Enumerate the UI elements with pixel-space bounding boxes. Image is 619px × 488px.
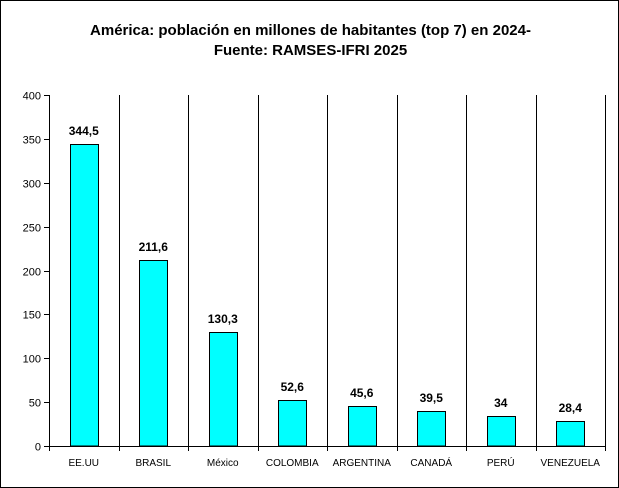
bar — [417, 411, 446, 447]
y-tick-label: 250 — [23, 223, 41, 235]
chart-title-line-2: Fuente: RAMSES-IFRI 2025 — [213, 42, 408, 59]
chart-title: América: población en millones de habita… — [1, 21, 619, 61]
bar — [278, 400, 307, 447]
bar — [487, 416, 516, 447]
category-label: ARGENTINA — [333, 458, 392, 469]
category-separators — [119, 95, 606, 446]
y-tick-label: 50 — [29, 398, 41, 410]
category-label: VENEZUELA — [541, 458, 601, 469]
data-label: 45,6 — [350, 386, 374, 400]
category-label: COLOMBIA — [266, 458, 319, 469]
bar — [348, 406, 377, 447]
bar — [209, 332, 238, 447]
data-label: 52,6 — [281, 380, 305, 394]
category-label: EE.UU — [68, 458, 99, 469]
y-tick-label: 400 — [23, 91, 41, 103]
data-label: 39,5 — [420, 391, 444, 405]
bars — [70, 144, 585, 447]
data-label: 344,5 — [69, 124, 99, 138]
y-tick-label: 300 — [23, 179, 41, 191]
data-label: 34 — [494, 396, 508, 410]
data-label: 211,6 — [139, 240, 169, 254]
data-label: 28,4 — [559, 401, 583, 415]
bar — [139, 260, 168, 447]
axes — [44, 95, 606, 451]
y-tick-label: 0 — [35, 442, 41, 454]
y-tick-label: 350 — [23, 135, 41, 147]
data-label: 130,3 — [208, 312, 238, 326]
chart-title-line-1: América: población en millones de habita… — [90, 22, 531, 39]
category-label: BRASIL — [135, 458, 171, 469]
labels: 344,5 EE.UU 211,6 BRASIL 130,3 México 52,6 COLO… — [23, 91, 601, 470]
category-label: PERÚ — [487, 456, 515, 469]
y-tick-label: 200 — [23, 267, 41, 279]
bar — [556, 421, 585, 447]
y-tick-label: 100 — [23, 354, 41, 366]
category-label: México — [207, 458, 239, 469]
category-label: CANADÁ — [410, 456, 452, 469]
y-tick-label: 150 — [23, 310, 41, 322]
bar — [70, 144, 99, 447]
